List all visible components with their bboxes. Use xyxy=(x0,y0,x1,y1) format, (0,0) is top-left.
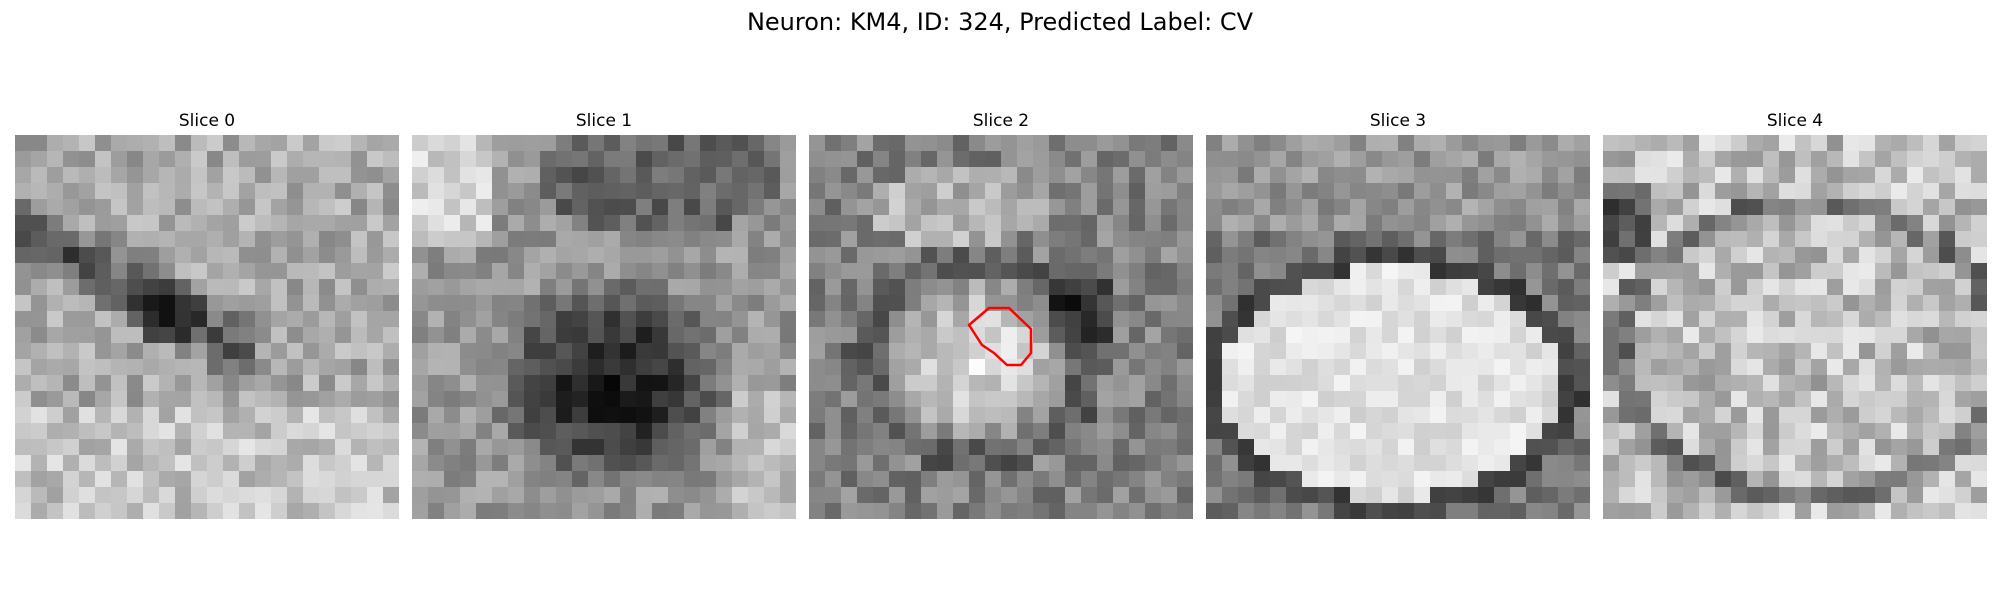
figure-title: Neuron: KM4, ID: 324, Predicted Label: C… xyxy=(746,8,1254,36)
slice-panel-3: Slice 3 xyxy=(1206,110,1590,519)
segmentation-contour xyxy=(967,306,1033,367)
slice-title-3: Slice 3 xyxy=(1369,111,1427,131)
slice-panel-2: Slice 2 xyxy=(809,110,1193,519)
slice-title-4: Slice 4 xyxy=(1766,111,1824,131)
slice-image-1 xyxy=(412,135,796,519)
slice-title-1: Slice 1 xyxy=(575,111,633,131)
slice-image-4 xyxy=(1603,135,1987,519)
slice-title-0: Slice 0 xyxy=(178,111,236,131)
slice-image-0 xyxy=(15,135,399,519)
slice-title-2: Slice 2 xyxy=(972,111,1030,131)
slice-panel-0: Slice 0 xyxy=(15,110,399,519)
slice-image-3 xyxy=(1206,135,1590,519)
slice-panel-4: Slice 4 xyxy=(1603,110,1987,519)
slice-panel-1: Slice 1 xyxy=(412,110,796,519)
slice-image-2 xyxy=(809,135,1193,519)
